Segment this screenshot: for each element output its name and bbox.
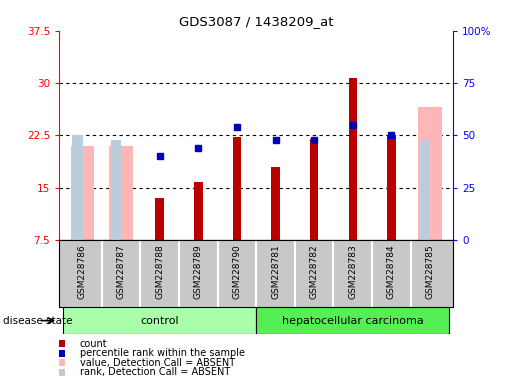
Text: GSM228788: GSM228788 [155, 245, 164, 300]
Text: GSM228790: GSM228790 [232, 245, 242, 300]
Text: GSM228787: GSM228787 [116, 245, 126, 300]
Bar [420, 139, 430, 240]
Bar [111, 139, 121, 240]
Text: GSM228783: GSM228783 [348, 245, 357, 300]
Bar [310, 139, 318, 240]
Bar [256, 307, 449, 334]
Bar [194, 182, 202, 240]
Text: hepatocellular carcinoma: hepatocellular carcinoma [282, 316, 424, 326]
Text: rank, Detection Call = ABSENT: rank, Detection Call = ABSENT [80, 367, 230, 377]
Bar [349, 78, 357, 240]
Bar [63, 307, 256, 334]
Title: GDS3087 / 1438209_at: GDS3087 / 1438209_at [179, 15, 334, 28]
Text: GSM228785: GSM228785 [425, 245, 435, 300]
Text: count: count [80, 339, 108, 349]
Text: percentile rank within the sample: percentile rank within the sample [80, 348, 245, 358]
Text: control: control [140, 316, 179, 326]
Text: GSM228784: GSM228784 [387, 245, 396, 300]
Bar [156, 198, 164, 240]
Bar [387, 136, 396, 240]
Bar [109, 146, 132, 240]
Bar [271, 167, 280, 240]
Text: GSM228781: GSM228781 [271, 245, 280, 300]
Bar [418, 108, 441, 240]
Bar [233, 137, 241, 240]
Text: GSM228789: GSM228789 [194, 245, 203, 300]
Text: GSM228786: GSM228786 [78, 245, 87, 300]
Bar [72, 136, 82, 240]
Bar [71, 146, 94, 240]
Text: value, Detection Call = ABSENT: value, Detection Call = ABSENT [80, 358, 235, 368]
Text: disease state: disease state [3, 316, 72, 326]
Text: GSM228782: GSM228782 [310, 245, 319, 300]
